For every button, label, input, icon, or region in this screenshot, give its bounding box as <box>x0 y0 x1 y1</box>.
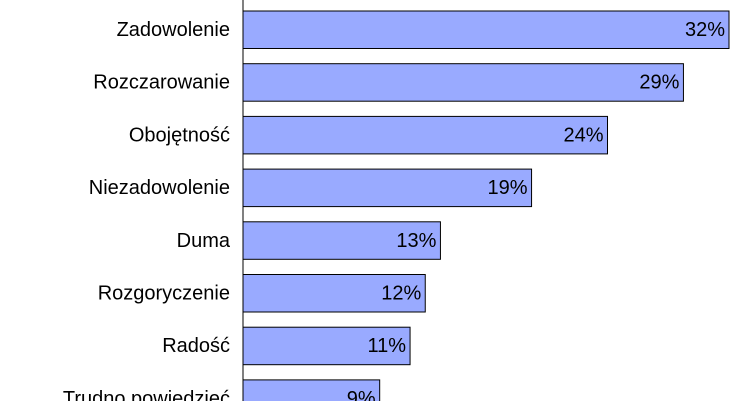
value-label: 11% <box>368 335 407 357</box>
bar <box>242 168 533 208</box>
value-label: 24% <box>563 124 603 146</box>
bar <box>242 10 730 49</box>
category-label: Duma <box>177 230 231 252</box>
bar <box>242 326 411 366</box>
bar <box>242 115 608 155</box>
category-label: Rozgoryczenie <box>98 283 230 305</box>
bar <box>242 63 684 102</box>
bar <box>242 221 441 260</box>
value-label: 9% <box>347 388 376 401</box>
category-label: Zadowolenie <box>117 19 230 41</box>
category-label: Trudno powiedzieć <box>63 388 230 401</box>
value-label: 19% <box>488 177 528 199</box>
category-label: Obojętność <box>129 124 230 146</box>
bar <box>242 274 426 313</box>
category-label: Niezadowolenie <box>89 177 230 199</box>
value-label: 29% <box>639 72 679 94</box>
value-label: 13% <box>396 230 436 252</box>
category-label: Radość <box>162 335 230 357</box>
value-label: 12% <box>381 283 421 305</box>
value-label: 32% <box>685 19 725 41</box>
category-label: Rozczarowanie <box>93 72 230 94</box>
